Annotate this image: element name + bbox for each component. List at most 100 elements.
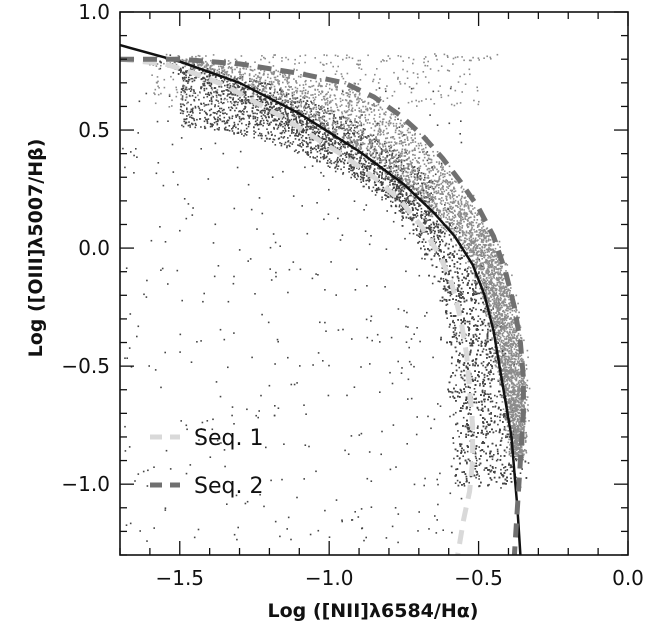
data-point xyxy=(305,131,307,134)
data-point xyxy=(504,413,506,415)
data-point xyxy=(472,307,475,309)
data-point xyxy=(206,68,209,70)
data-point xyxy=(457,284,460,286)
data-point xyxy=(353,156,356,159)
data-point xyxy=(474,364,476,367)
data-point xyxy=(466,320,469,323)
data-point xyxy=(494,470,496,473)
data-point xyxy=(491,365,493,367)
data-point xyxy=(222,93,225,95)
data-point xyxy=(263,107,266,110)
data-point xyxy=(398,185,400,188)
data-point xyxy=(478,485,481,487)
data-point xyxy=(293,129,295,131)
data-point xyxy=(447,253,449,256)
data-point xyxy=(459,462,461,465)
data-point xyxy=(484,418,486,421)
data-point xyxy=(476,459,478,462)
data-point xyxy=(489,423,491,426)
data-point xyxy=(454,315,457,317)
data-point xyxy=(436,220,438,223)
data-point xyxy=(478,464,481,466)
data-point xyxy=(475,308,477,311)
data-point xyxy=(471,375,473,378)
data-point xyxy=(467,430,470,433)
data-point xyxy=(473,401,475,404)
data-point xyxy=(468,412,470,415)
data-point xyxy=(410,203,413,205)
data-point xyxy=(502,475,504,478)
data-point xyxy=(456,468,459,470)
data-point xyxy=(495,459,498,462)
data-point xyxy=(457,484,460,487)
data-point xyxy=(273,105,275,108)
data-point xyxy=(486,334,489,336)
data-point xyxy=(298,116,300,119)
data-point xyxy=(466,284,469,286)
data-point xyxy=(206,75,208,78)
data-point xyxy=(476,292,479,295)
data-point xyxy=(218,85,220,88)
data-point xyxy=(461,353,463,356)
data-point xyxy=(470,270,472,272)
data-point xyxy=(493,378,495,380)
data-point xyxy=(399,200,402,202)
data-point xyxy=(437,280,440,283)
data-point xyxy=(319,130,321,133)
data-point xyxy=(398,192,401,195)
data-point xyxy=(483,469,486,471)
data-point xyxy=(486,430,488,433)
data-point xyxy=(252,115,255,118)
data-point xyxy=(478,292,481,295)
data-point xyxy=(469,406,471,409)
data-point xyxy=(460,291,462,294)
data-point xyxy=(419,236,421,238)
data-point xyxy=(490,450,492,453)
data-point xyxy=(415,216,417,218)
data-point xyxy=(442,240,444,243)
data-point xyxy=(446,341,448,344)
data-point xyxy=(338,143,340,145)
data-point xyxy=(494,467,497,469)
data-point xyxy=(340,140,342,143)
data-point xyxy=(460,297,463,299)
data-point xyxy=(451,356,453,359)
data-point xyxy=(189,68,192,70)
data-point xyxy=(230,92,232,95)
data-point xyxy=(325,140,328,143)
data-point xyxy=(469,386,471,389)
data-point xyxy=(455,295,458,297)
data-point xyxy=(452,319,454,322)
data-point xyxy=(292,111,294,114)
data-point xyxy=(469,351,472,354)
data-point xyxy=(460,319,462,321)
data-point xyxy=(476,353,478,356)
data-point xyxy=(443,235,446,238)
data-point xyxy=(327,149,329,152)
data-point xyxy=(336,159,338,162)
data-point xyxy=(480,400,483,403)
data-point xyxy=(483,450,485,453)
data-point xyxy=(380,181,382,183)
data-point xyxy=(451,254,454,256)
data-point xyxy=(449,391,452,393)
data-point xyxy=(479,318,482,320)
data-point xyxy=(482,421,484,423)
data-point xyxy=(484,289,487,291)
data-point xyxy=(409,216,412,219)
data-point xyxy=(394,199,397,202)
data-point xyxy=(310,128,312,130)
data-point xyxy=(459,267,461,270)
data-point xyxy=(241,99,243,101)
data-point xyxy=(285,113,288,116)
data-point xyxy=(374,189,377,192)
data-point xyxy=(490,371,492,373)
data-point xyxy=(424,258,426,260)
data-point xyxy=(492,360,495,363)
data-point xyxy=(499,383,502,386)
data-point xyxy=(297,115,300,117)
data-point xyxy=(465,396,468,399)
data-point xyxy=(467,427,469,429)
data-point xyxy=(509,473,512,475)
data-point xyxy=(500,409,502,411)
